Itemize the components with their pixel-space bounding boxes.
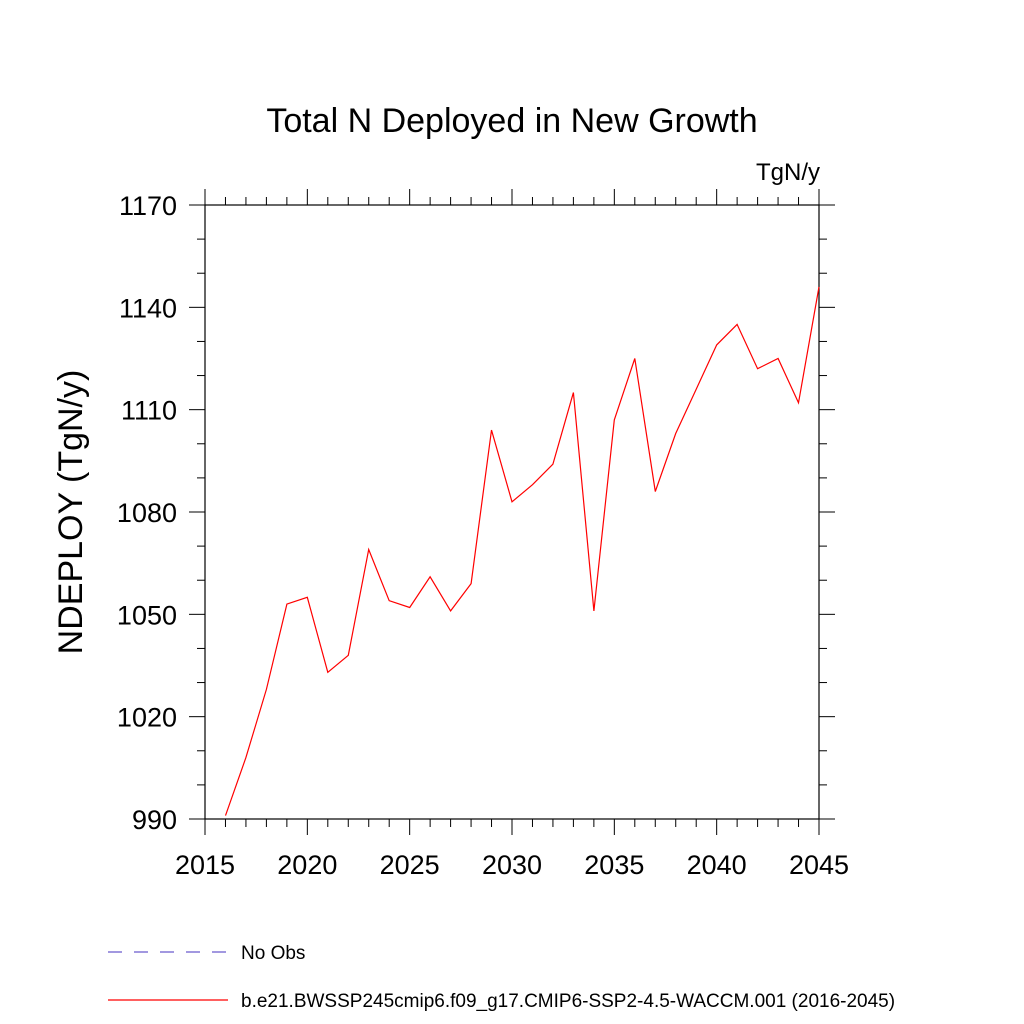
plot-frame: [204, 204, 820, 820]
legend-label: b.e21.BWSSP245cmip6.f09_g17.CMIP6-SSP2-4…: [241, 991, 895, 1012]
y-tick-label: 1170: [119, 191, 177, 221]
series-line: [224, 286, 820, 816]
x-tick-label: 2030: [482, 850, 542, 880]
y-axis-title: NDEPLOY (TgN/y): [52, 370, 90, 655]
x-tick-label: 2025: [380, 850, 440, 880]
plot-axes: [204, 204, 820, 820]
y-tick-label: 990: [132, 805, 177, 835]
legend-label: No Obs: [241, 943, 305, 964]
legend: No Obs b.e21.BWSSP245cmip6.f09_g17.CMIP6-…: [108, 943, 895, 1012]
chart-title: Total N Deployed in New Growth: [266, 102, 757, 140]
axis-ticks: 2015 2020 2025 2030 2035 2040 2045 990 1020 1050 1…: [117, 189, 849, 880]
units-label: TgN/y: [756, 159, 820, 186]
y-tick-label: 1050: [117, 600, 177, 630]
x-tick-label: 2040: [687, 850, 747, 880]
x-tick-label: 2035: [584, 850, 644, 880]
y-tick-label: 1080: [117, 498, 177, 528]
y-tick-label: 1140: [119, 293, 177, 323]
x-tick-label: 2020: [277, 850, 337, 880]
x-tick-label: 2015: [175, 850, 235, 880]
x-tick-label: 2045: [789, 850, 849, 880]
series-lines: [224, 286, 820, 816]
y-tick-label: 1020: [117, 703, 177, 733]
y-tick-label: 1110: [121, 396, 177, 426]
